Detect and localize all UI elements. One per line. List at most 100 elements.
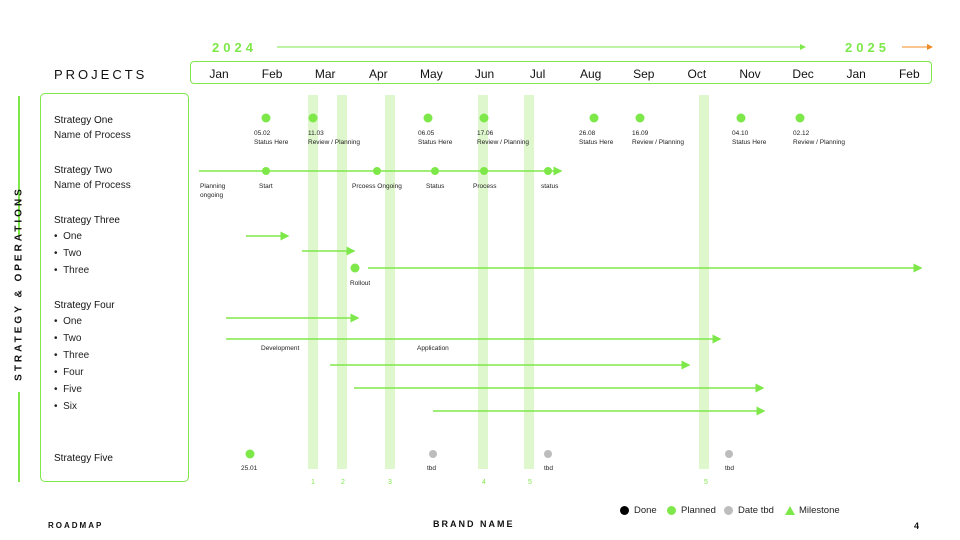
milestone-column-4 [478, 95, 488, 469]
column-number: 5 [704, 479, 708, 486]
projects-label: PROJECTS [54, 67, 148, 82]
year-start: 2024 [212, 40, 257, 55]
process-label: Start [259, 183, 273, 190]
page-number: 4 [914, 521, 920, 531]
month-label: May [420, 67, 443, 81]
month-label: Jun [474, 67, 495, 81]
month-label: Jul [529, 67, 546, 81]
strategy-four-title: Strategy Four [54, 300, 115, 311]
date-tbd-dot [725, 450, 733, 458]
milestone-column-5 [524, 95, 534, 469]
milestone-label: 26.08 Status Here [579, 130, 614, 146]
footer-brand: BRAND NAME [433, 519, 515, 529]
month-label: Oct [687, 67, 707, 81]
month-label: Jan [209, 67, 229, 81]
planned-dot [795, 113, 805, 123]
milestone-icon [785, 506, 795, 515]
planned-dot [544, 167, 552, 175]
planned-dot [479, 113, 489, 123]
month-label: Feb [261, 67, 283, 81]
column-number: 2 [341, 479, 345, 486]
side-line-top [18, 96, 20, 236]
planned-dot [423, 113, 433, 123]
list-item: • Two [54, 333, 82, 344]
planned-dot [736, 113, 746, 123]
planned-dot [262, 167, 270, 175]
process-label: Rollout [350, 280, 371, 287]
strategy-two-title: Strategy Two [54, 165, 113, 176]
side-line-bottom [18, 392, 20, 482]
process-label: status [541, 183, 559, 190]
list-item: • Three [54, 265, 90, 276]
strategy-five-title: Strategy Five [54, 453, 113, 464]
column-number: 1 [311, 479, 315, 486]
milestone-label: tbd [427, 465, 437, 472]
strategy-panel [40, 93, 189, 482]
planned-dot [480, 167, 488, 175]
month-label: Sep [633, 67, 655, 81]
legend-milestone: Milestone [785, 505, 840, 516]
milestone-label: 04.10 Status Here [732, 130, 767, 146]
planned-dot [261, 113, 271, 123]
process-label: Development [261, 345, 300, 352]
strategy-two-sub: Name of Process [54, 180, 131, 191]
milestone-label: tbd [725, 465, 735, 472]
milestone-column-1 [308, 95, 318, 469]
process-label: Status [426, 183, 445, 190]
date-tbd-dot [544, 450, 552, 458]
list-item: • Five [54, 384, 82, 395]
list-item: • One [54, 231, 82, 242]
month-label: Nov [739, 67, 761, 81]
legend-planned: Planned [667, 505, 716, 516]
planned-dot [245, 449, 255, 459]
month-label: Feb [898, 67, 920, 81]
milestone-label: 05.02 Status Here [254, 130, 289, 146]
planned-dot [589, 113, 599, 123]
month-label: Jan [846, 67, 866, 81]
legend-date-tbd: Date tbd [724, 505, 774, 516]
footer-roadmap: ROADMAP [48, 521, 104, 530]
list-item: • Two [54, 248, 82, 259]
milestone-label: 25.01 [241, 465, 258, 472]
milestone-label: 02.12 Review / Planning [793, 130, 846, 146]
strategy-one-sub: Name of Process [54, 130, 131, 141]
planned-icon [667, 506, 676, 515]
month-label: Aug [580, 67, 602, 81]
month-bar [190, 61, 932, 84]
process-label: Planning ongoing [200, 183, 226, 199]
planned-dot [350, 263, 360, 273]
planned-dot [373, 167, 381, 175]
column-number: 3 [388, 479, 392, 486]
milestone-column-3 [385, 95, 395, 469]
month-label: Apr [368, 67, 388, 81]
date-tbd-icon [724, 506, 733, 515]
process-label: Application [417, 345, 449, 352]
milestone-label: 16.09 Review / Planning [632, 130, 685, 146]
milestone-label: 17.06 Review / Planning [477, 130, 530, 146]
list-item: • Six [54, 401, 77, 412]
legend-done: Done [620, 505, 657, 516]
column-number: 5 [528, 479, 532, 486]
milestone-label: 06.05 Status Here [418, 130, 453, 146]
planned-dot [431, 167, 439, 175]
milestone-column-6 [699, 95, 709, 469]
planned-dot [635, 113, 645, 123]
milestone-label: tbd [544, 465, 554, 472]
milestone-label: 11.03 Review / Planning [308, 130, 361, 146]
process-label: Prcoess Ongoing [352, 183, 402, 190]
list-item: • Three [54, 350, 90, 361]
month-label: Dec [792, 67, 814, 81]
strategy-one-title: Strategy One [54, 115, 113, 126]
date-tbd-dot [429, 450, 437, 458]
milestone-column-2 [337, 95, 347, 469]
strategy-three-title: Strategy Three [54, 215, 120, 226]
done-icon [620, 506, 629, 515]
process-label: Process [473, 183, 497, 190]
column-number: 4 [482, 479, 486, 486]
year-end: 2025 [845, 40, 890, 55]
month-label: Mar [314, 67, 336, 81]
planned-dot [308, 113, 318, 123]
list-item: • One [54, 316, 82, 327]
